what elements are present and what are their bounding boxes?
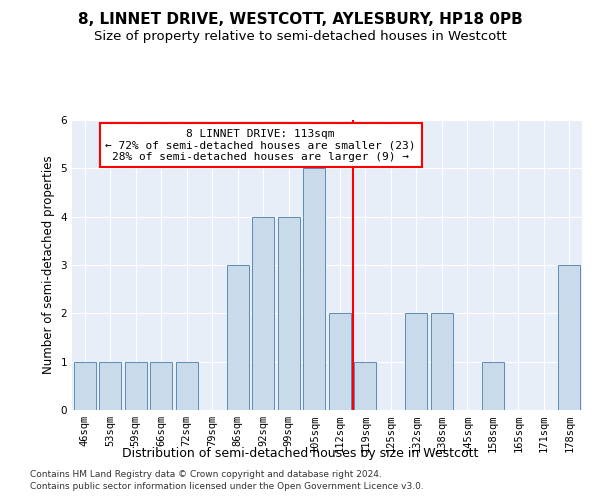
Text: Size of property relative to semi-detached houses in Westcott: Size of property relative to semi-detach… bbox=[94, 30, 506, 43]
Bar bbox=[253, 216, 274, 410]
Bar bbox=[278, 216, 299, 410]
Bar bbox=[227, 265, 248, 410]
Bar bbox=[406, 314, 427, 410]
Bar bbox=[100, 362, 121, 410]
Bar bbox=[304, 168, 325, 410]
Text: 8, LINNET DRIVE, WESTCOTT, AYLESBURY, HP18 0PB: 8, LINNET DRIVE, WESTCOTT, AYLESBURY, HP… bbox=[77, 12, 523, 28]
Bar bbox=[329, 314, 350, 410]
Text: 8 LINNET DRIVE: 113sqm
← 72% of semi-detached houses are smaller (23)
28% of sem: 8 LINNET DRIVE: 113sqm ← 72% of semi-det… bbox=[106, 128, 416, 162]
Text: Contains public sector information licensed under the Open Government Licence v3: Contains public sector information licen… bbox=[30, 482, 424, 491]
Bar bbox=[559, 265, 580, 410]
Bar bbox=[125, 362, 146, 410]
Bar bbox=[74, 362, 95, 410]
Bar bbox=[431, 314, 452, 410]
Y-axis label: Number of semi-detached properties: Number of semi-detached properties bbox=[42, 156, 55, 374]
Text: Contains HM Land Registry data © Crown copyright and database right 2024.: Contains HM Land Registry data © Crown c… bbox=[30, 470, 382, 479]
Bar bbox=[482, 362, 503, 410]
Bar bbox=[151, 362, 172, 410]
Text: Distribution of semi-detached houses by size in Westcott: Distribution of semi-detached houses by … bbox=[122, 448, 478, 460]
Bar bbox=[355, 362, 376, 410]
Bar bbox=[176, 362, 197, 410]
